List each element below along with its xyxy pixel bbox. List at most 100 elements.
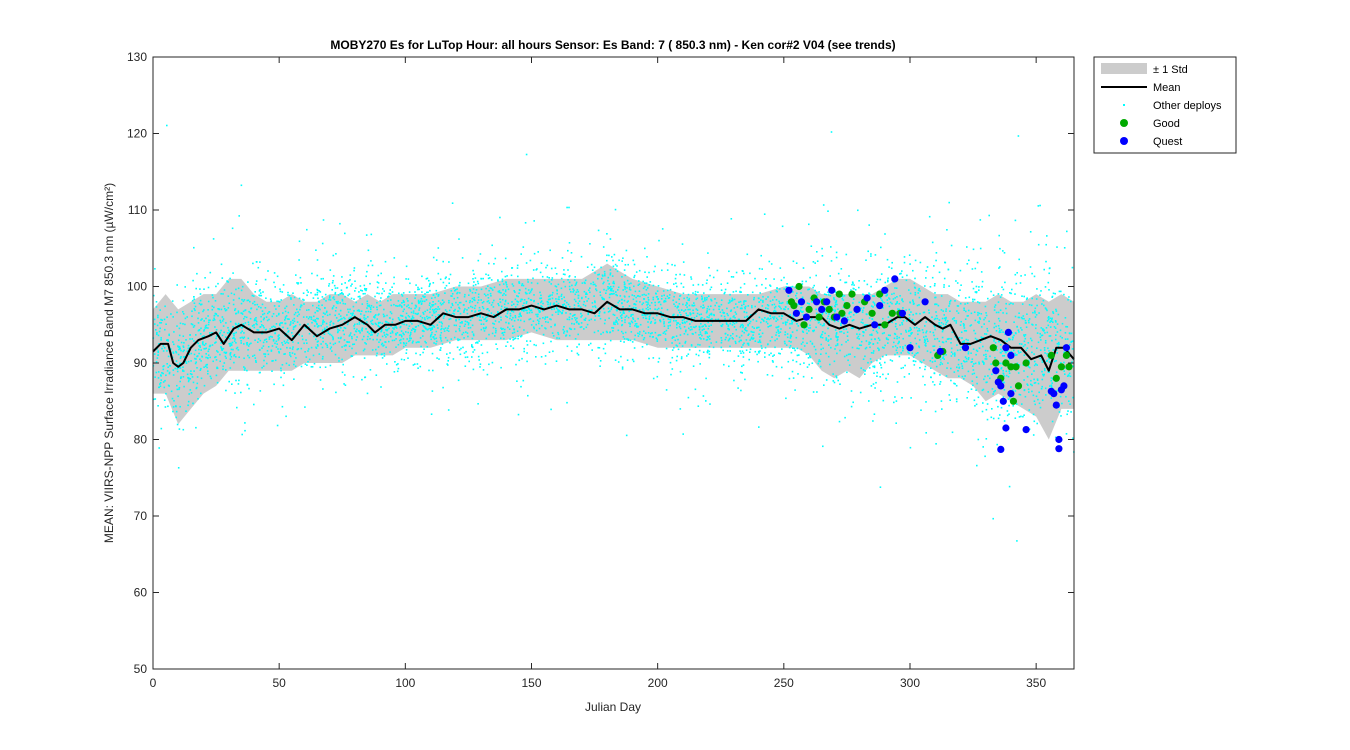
other-deploy-point [488, 309, 490, 312]
other-deploy-point [474, 299, 476, 302]
other-deploy-point [367, 264, 370, 267]
other-deploy-point [1003, 420, 1006, 422]
other-deploy-point [520, 335, 522, 338]
other-deploy-point [762, 296, 764, 298]
other-deploy-point [835, 291, 837, 294]
other-deploy-point [266, 362, 268, 365]
other-deploy-point [397, 300, 400, 302]
other-deploy-point [529, 291, 532, 293]
other-deploy-point [668, 297, 671, 299]
other-deploy-point [679, 273, 681, 276]
other-deploy-point [593, 266, 596, 269]
other-deploy-point [827, 294, 830, 296]
other-deploy-point [328, 296, 331, 299]
other-deploy-point [768, 318, 770, 321]
other-deploy-point [936, 317, 939, 320]
other-deploy-point [982, 345, 984, 348]
other-deploy-point [780, 307, 782, 310]
other-deploy-point [999, 266, 1001, 268]
other-deploy-point [189, 373, 192, 375]
other-deploy-point [900, 367, 903, 370]
other-deploy-point [973, 298, 976, 301]
other-deploy-point [477, 299, 480, 301]
other-deploy-point [723, 292, 726, 295]
other-deploy-point [947, 338, 950, 340]
other-deploy-point [773, 316, 776, 318]
other-deploy-point [208, 321, 210, 324]
other-deploy-point [957, 363, 960, 366]
other-deploy-point [619, 295, 622, 297]
other-deploy-point [155, 371, 158, 374]
other-deploy-point [525, 262, 528, 264]
other-deploy-point [549, 318, 551, 320]
other-deploy-point [945, 321, 948, 324]
other-deploy-point [647, 321, 649, 323]
other-deploy-point [894, 319, 897, 321]
other-deploy-point [458, 306, 460, 309]
other-deploy-point [198, 329, 200, 332]
other-deploy-point [504, 275, 507, 278]
other-deploy-point [158, 386, 160, 389]
other-deploy-point [257, 338, 260, 340]
other-deploy-point [154, 323, 156, 325]
other-deploy-point [471, 324, 474, 327]
other-deploy-point [295, 357, 297, 359]
other-deploy-point [908, 352, 910, 355]
other-deploy-point [179, 380, 181, 383]
other-deploy-point [439, 334, 442, 336]
other-deploy-point [337, 328, 339, 331]
other-deploy-point [319, 291, 322, 293]
other-deploy-point [628, 286, 631, 289]
other-deploy-point [882, 301, 884, 303]
other-deploy-point [239, 337, 242, 339]
other-deploy-point [1000, 362, 1002, 365]
other-deploy-point [244, 309, 246, 312]
other-deploy-point [791, 285, 794, 288]
other-deploy-point [246, 383, 249, 386]
other-deploy-point [372, 338, 374, 341]
other-deploy-point [361, 290, 364, 292]
other-deploy-point [1055, 371, 1058, 373]
other-deploy-point [196, 367, 198, 369]
other-deploy-point [910, 311, 912, 313]
other-deploy-point [387, 322, 390, 324]
other-deploy-point [588, 289, 590, 291]
other-deploy-point [575, 321, 578, 324]
other-deploy-point [486, 351, 489, 354]
other-deploy-point [632, 318, 635, 320]
other-deploy-point [742, 344, 744, 346]
other-deploy-point [183, 349, 185, 352]
other-deploy-point [1031, 339, 1033, 342]
other-deploy-point [408, 291, 411, 293]
other-deploy-point [502, 283, 505, 285]
other-deploy-point [911, 319, 914, 322]
other-deploy-point [278, 334, 280, 336]
other-deploy-point [316, 291, 319, 294]
other-deploy-point [168, 372, 171, 375]
other-deploy-point [785, 344, 788, 346]
other-deploy-point [166, 350, 168, 352]
other-deploy-point [1070, 300, 1072, 303]
other-deploy-point [724, 288, 727, 291]
other-deploy-point [296, 282, 298, 284]
other-deploy-point [1018, 393, 1021, 396]
other-deploy-point [563, 332, 565, 334]
other-deploy-point [308, 358, 311, 361]
other-deploy-point [792, 260, 795, 263]
other-deploy-point [368, 304, 371, 307]
other-deploy-point [704, 331, 707, 333]
other-deploy-point [595, 285, 597, 287]
other-deploy-point [758, 267, 761, 270]
other-deploy-point [444, 277, 447, 280]
other-deploy-point [908, 317, 911, 319]
other-deploy-point [437, 306, 439, 308]
other-deploy-point [646, 256, 648, 258]
other-deploy-point [380, 330, 382, 333]
other-deploy-point [809, 340, 812, 343]
other-deploy-point [778, 305, 780, 307]
other-deploy-point [514, 291, 516, 293]
other-deploy-point [655, 293, 657, 295]
other-deploy-point [697, 405, 700, 407]
other-deploy-point [647, 306, 649, 309]
other-deploy-point [732, 291, 735, 293]
